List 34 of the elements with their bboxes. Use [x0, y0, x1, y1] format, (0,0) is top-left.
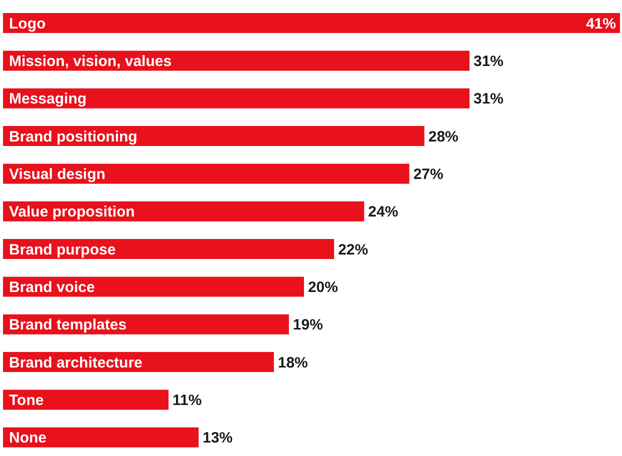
y-tick-label: Brand positioning: [9, 128, 138, 146]
bar: [3, 239, 334, 260]
y-tick-label: Messaging: [9, 90, 87, 108]
y-tick-label: Brand architecture: [9, 354, 142, 372]
data-label: 24%: [368, 204, 398, 221]
data-label: 13%: [202, 430, 233, 447]
y-tick-label: Brand templates: [9, 316, 127, 334]
data-label: 22%: [338, 241, 368, 258]
bar: [3, 201, 364, 222]
data-label: 18%: [278, 354, 308, 372]
bar: [3, 50, 470, 71]
y-tick-label: Visual design: [9, 166, 106, 183]
y-tick-label: None: [9, 430, 46, 447]
y-tick-label: Tone: [9, 392, 44, 409]
y-tick-label: Brand purpose: [9, 241, 116, 258]
data-label: 19%: [292, 316, 323, 334]
y-tick-label: Brand voice: [9, 278, 95, 296]
y-tick-label: Mission, vision, values: [9, 52, 172, 70]
bar: [3, 88, 470, 108]
bar: [3, 126, 424, 146]
bar: [3, 13, 620, 34]
y-tick-label: Logo: [9, 15, 46, 32]
data-label: 31%: [474, 52, 504, 70]
data-label: 41%: [586, 15, 616, 32]
data-label: 11%: [172, 392, 202, 409]
bar: [3, 276, 304, 297]
bar: [3, 164, 410, 184]
y-tick-label: Value proposition: [9, 204, 135, 221]
data-label: 28%: [428, 128, 458, 146]
data-label: 27%: [413, 166, 444, 183]
bar: [3, 427, 199, 448]
data-label: 20%: [308, 278, 338, 296]
data-label: 31%: [474, 90, 504, 108]
bar: [3, 390, 169, 410]
